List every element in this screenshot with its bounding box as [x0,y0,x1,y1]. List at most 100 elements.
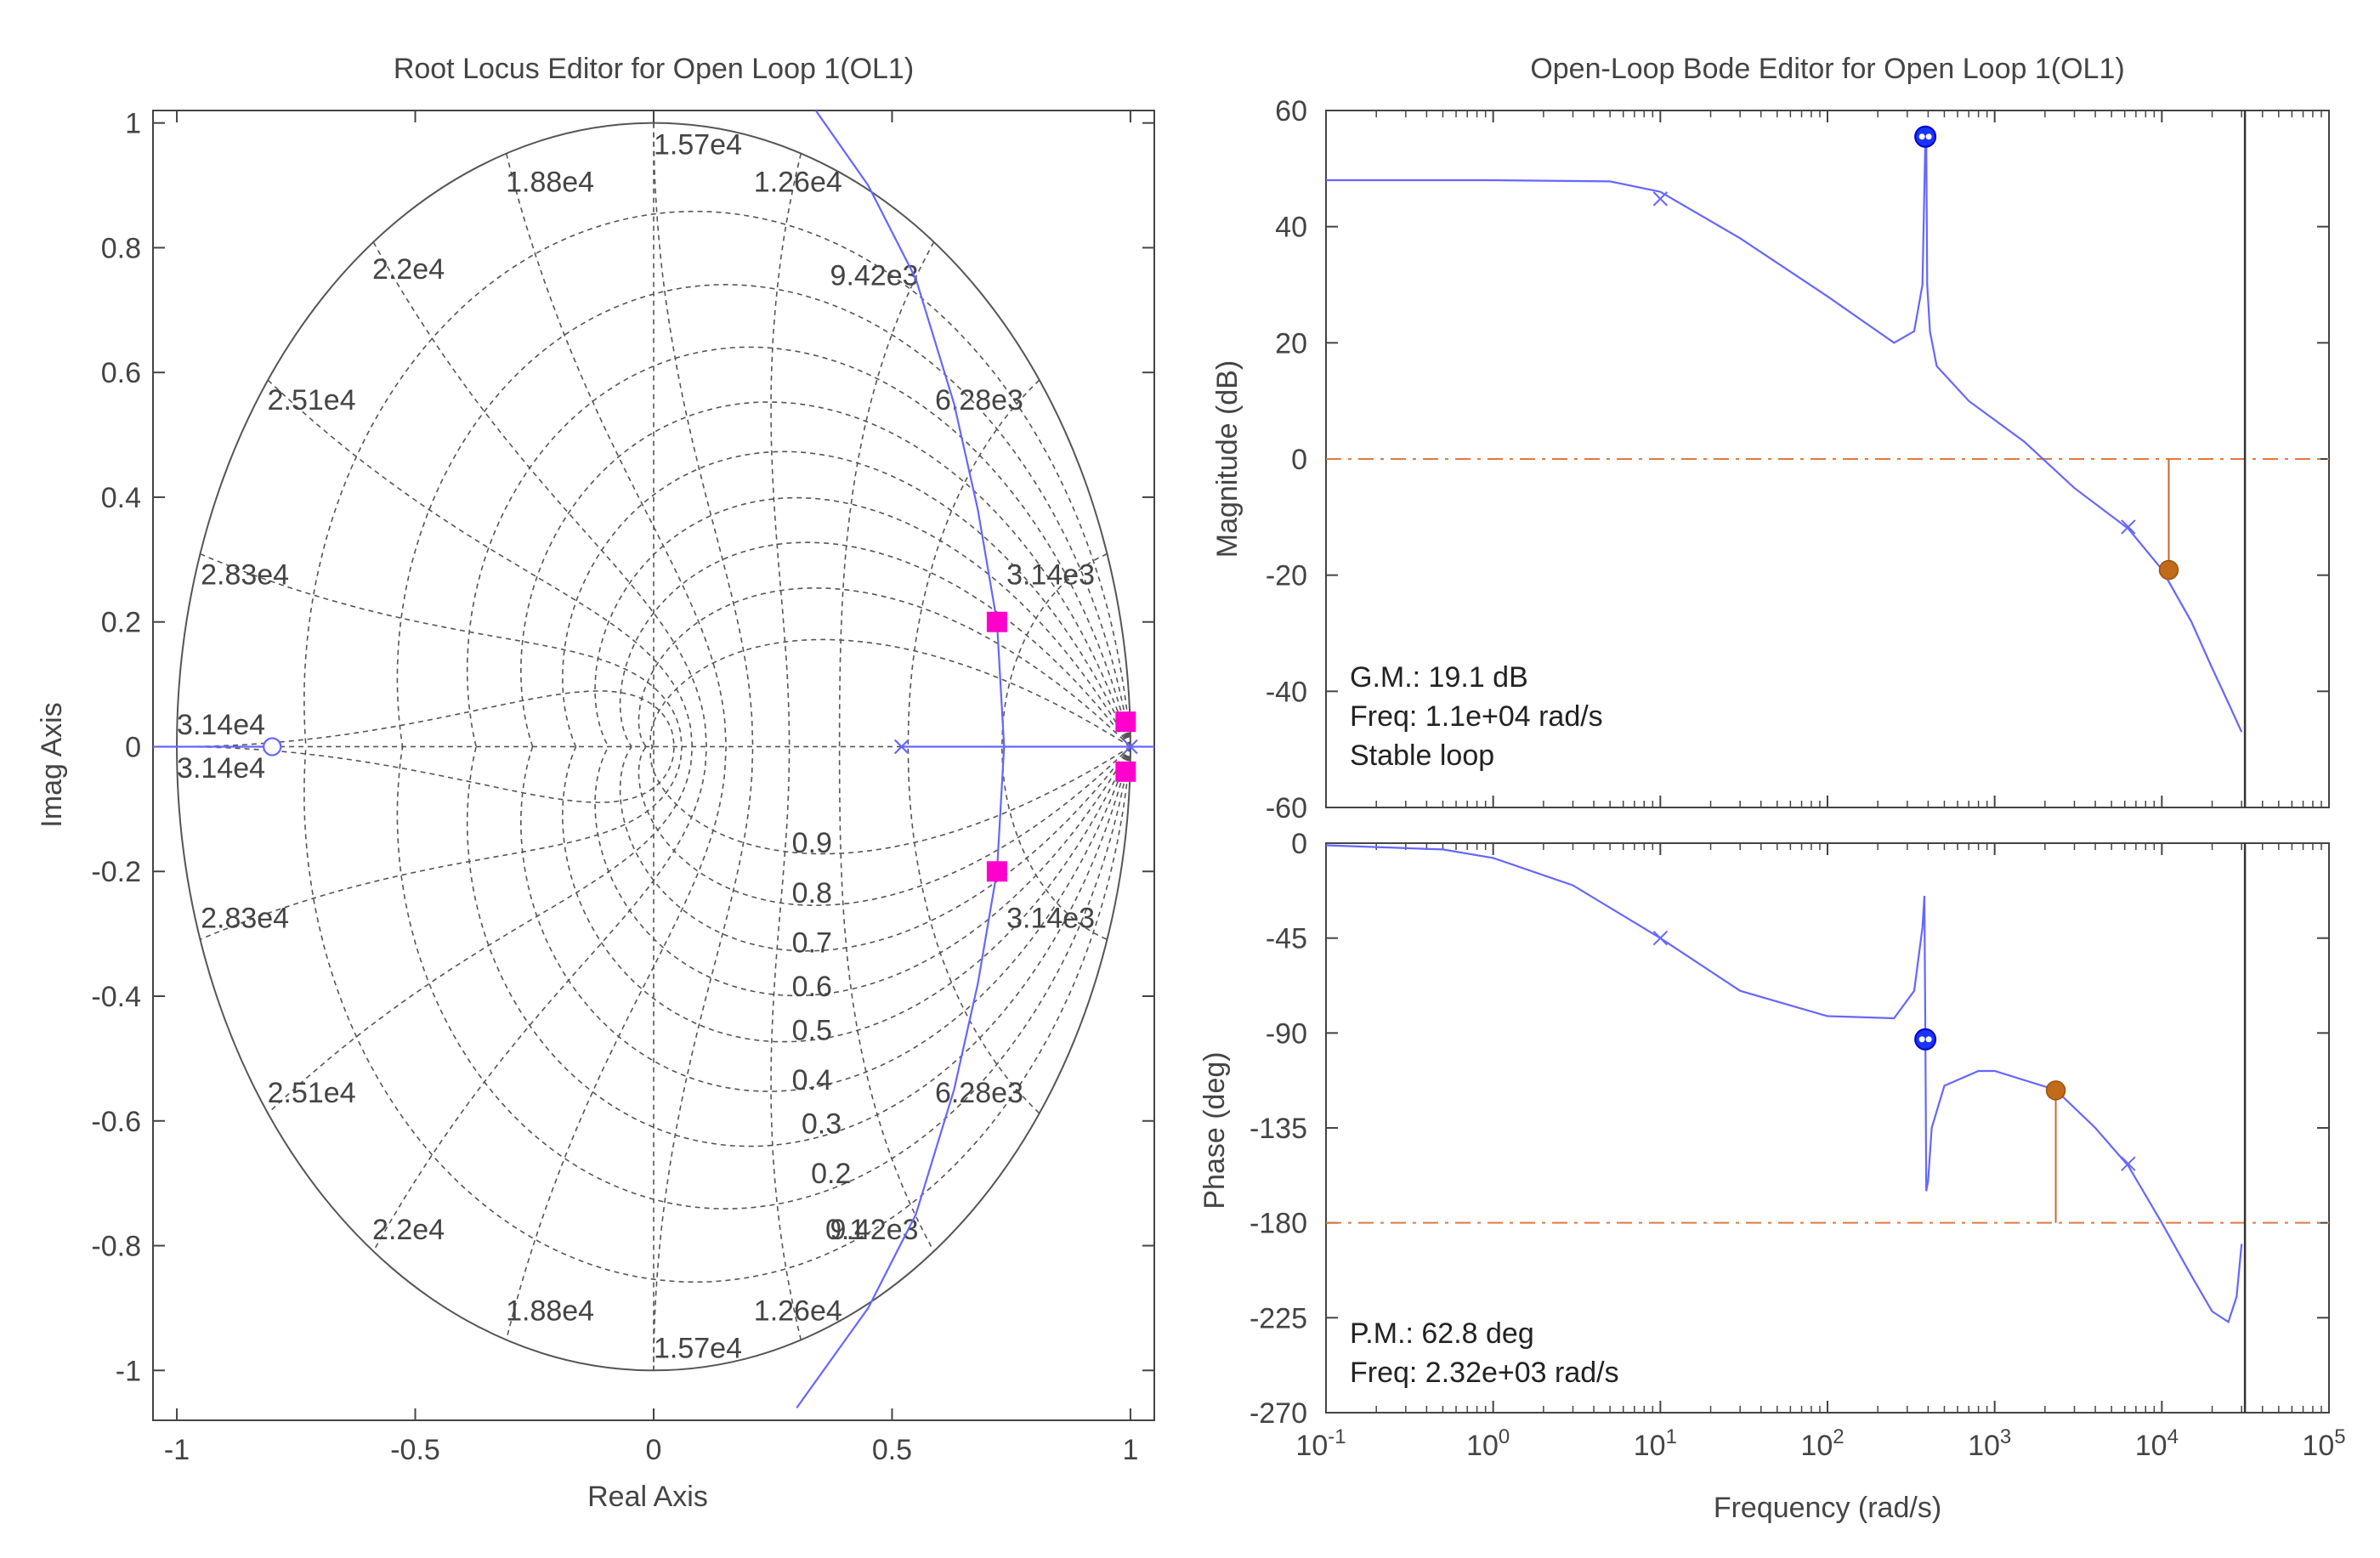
root-locus-data-area: 0.9 0.8 0.7 0.6 0.5 0.4 0.3 0.2 0.1 1.57e4 1.88e4 1… [153,110,1154,1408]
natural-frequency-label: 6.28e3 [935,384,1023,416]
y-tick-label: 1 [125,108,141,140]
x-tick-label: 105 [2302,1425,2345,1462]
y-tick-label: -0.6 [91,1106,141,1138]
y-tick-label: 0.4 [101,482,141,514]
natural-frequency-label: 3.14e3 [1006,559,1095,592]
bode-axes-box [1325,842,2330,1414]
natural-frequency-label: 1.57e4 [654,1333,742,1365]
natural-frequency-curve [1000,552,1108,940]
y-tick-label: 0.8 [101,232,141,264]
natural-frequency-curve [176,690,676,803]
y-tick-label: -60 [1266,792,1307,824]
y-tick-label: 0.2 [101,607,141,639]
closed-loop-pole-marker [986,611,1007,632]
natural-frequency-label: 1.57e4 [654,128,742,161]
damping-curve [561,450,1131,747]
open-loop-pole-marker [893,739,910,755]
y-tick-label: 0 [125,731,141,763]
natural-frequency-label: 2.83e4 [201,902,289,934]
bode-phase-ylabel: Phase (deg) [1198,1051,1231,1209]
damping-curve [519,746,1131,1092]
damping-curve [649,745,1131,855]
y-tick-label: -90 [1266,1017,1307,1050]
pole-marker [1652,191,1669,207]
damping-label: 0.1 [825,1214,865,1246]
pole-marker [1652,930,1669,946]
y-tick-label: -225 [1250,1302,1307,1334]
x-tick-label: 0 [646,1434,662,1466]
x-tick-label: 102 [1800,1425,1844,1462]
natural-frequency-label: 1.26e4 [754,1295,842,1328]
y-tick-label: -45 [1266,923,1307,955]
bode-data-area [1326,843,2329,1413]
x-tick-label: 10-1 [1295,1425,1346,1462]
damping-curve [303,210,1131,747]
y-tick-label: -20 [1266,560,1307,592]
natural-frequency-label: 9.42e3 [830,1214,919,1246]
natural-frequency-curve [372,241,708,1252]
y-tick-label: -270 [1250,1397,1307,1430]
y-tick-label: 40 [1275,212,1307,244]
y-tick-label: 0.6 [101,357,141,389]
natural-frequency-label: 1.26e4 [754,166,842,198]
bode-curve [1326,844,2243,1324]
damping-label: 0.6 [792,971,832,1003]
y-tick-label: -0.2 [91,856,141,888]
margin-point [2158,559,2179,581]
closed-loop-pole-marker [1115,761,1136,782]
closed-loop-pole-marker [986,861,1007,882]
root-locus-axes-box [152,110,1155,1421]
notch-marker [1914,1028,1937,1051]
damping-label: 0.3 [802,1108,842,1140]
x-tick-label: 103 [1968,1425,2011,1462]
open-loop-pole-marker [1123,739,1138,755]
natural-frequency-curve [267,379,694,1114]
y-tick-label: 0 [1291,444,1307,476]
damping-label: 0.4 [792,1064,832,1096]
margin-annotation: P.M.: 62.8 deg [1350,1317,1534,1350]
bode-xlabel: Frequency (rad/s) [1714,1492,1941,1524]
notch-marker-detail [1918,133,1925,140]
margin-annotation: Freq: 2.32e+03 rad/s [1350,1357,1619,1389]
y-tick-label: -40 [1266,676,1307,708]
y-tick-label: -135 [1250,1113,1307,1145]
notch-marker-detail [1925,1036,1932,1043]
bode-magnitude-ylabel: Magnitude (dB) [1211,360,1244,558]
damping-curve [649,638,1131,748]
damping-curve [638,586,1131,748]
x-tick-label: 1 [1122,1434,1138,1466]
natural-frequency-label: 6.28e3 [935,1077,1023,1109]
natural-frequency-label: 2.83e4 [201,559,289,592]
root-locus-plot: -1 -0.5 0 0.5 1 1 0.8 0.6 0.4 0.2 0 -0.2 -0.4 -0.6 -0.… [91,108,1155,1466]
y-tick-label: -0.4 [91,981,141,1013]
natural-frequency-label: 2.2e4 [372,253,445,286]
natural-frequency-curve [770,153,802,1340]
natural-frequency-curve [907,379,1040,1114]
damping-label: 0.5 [792,1014,832,1046]
closed-loop-pole-marker [1115,711,1136,733]
margin-annotation: Freq: 1.1e+04 rad/s [1350,700,1603,733]
damping-label: 0.7 [792,927,832,960]
natural-frequency-curve [838,241,935,1252]
natural-frequency-label: 3.14e4 [177,709,265,741]
margin-annotation: G.M.: 19.1 dB [1350,661,1528,694]
bode-curve [1326,139,2243,733]
damping-curve [561,746,1131,1043]
open-loop-zero-marker [263,737,282,756]
x-tick-label: -1 [164,1434,190,1466]
notch-marker [1914,125,1937,148]
damping-curve [638,745,1131,907]
damping-label: 0.8 [792,877,832,909]
root-locus-title: Root Locus Editor for Open Loop 1(OL1) [394,53,914,85]
damping-label: 0.2 [811,1158,851,1190]
margin-annotation: Stable loop [1350,739,1494,772]
bode-magnitude-plot: 60 40 20 0 -20 -40 -60 G.M.: 19.1 dB Freq: 1.1e+… [1266,95,2330,824]
margin-point [2045,1080,2066,1101]
damping-curve [303,746,1131,1283]
root-locus-xlabel: Real Axis [587,1481,708,1513]
natural-frequency-curve [505,153,728,1340]
root-locus-ylabel: Imag Axis [36,702,68,827]
